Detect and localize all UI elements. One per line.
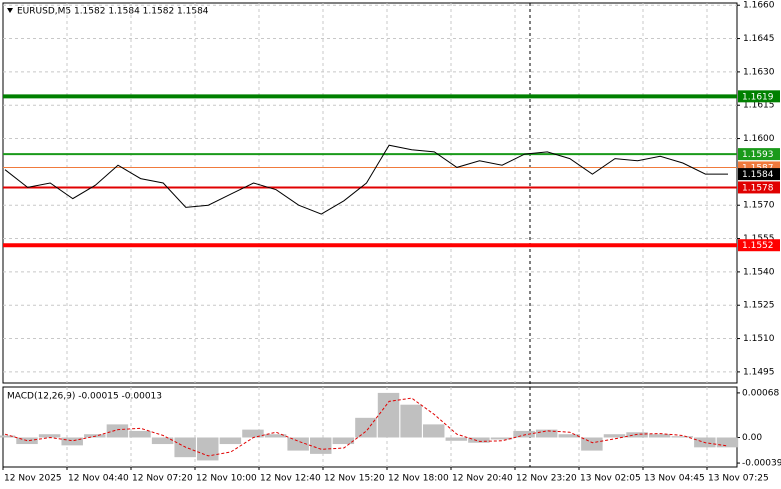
macd-bar: [581, 437, 603, 451]
macd-bar: [671, 436, 693, 438]
macd-bar: [377, 392, 400, 438]
macd-bar: [490, 437, 513, 440]
macd-bar: [106, 424, 129, 438]
y-tick-label: 1.1555: [743, 234, 775, 244]
level-label: 1.1619: [742, 92, 774, 102]
macd-y-tick-label: 0.00: [742, 433, 762, 443]
y-tick-label: 1.1510: [743, 334, 775, 344]
macd-bar: [129, 430, 151, 438]
macd-bar: [648, 434, 671, 438]
x-tick-label: 12 Nov 04:40: [68, 474, 129, 484]
y-tick-label: 1.1615: [743, 101, 775, 111]
macd-bar: [603, 434, 626, 438]
price-line: [4, 144, 728, 215]
macd-panel: [2, 386, 738, 468]
macd-bar: [151, 437, 174, 445]
macd-bar: [400, 404, 422, 438]
macd-bar: [332, 437, 355, 445]
x-tick-label: 12 Nov 10:00: [196, 474, 257, 484]
macd-bar: [264, 434, 287, 438]
x-tick-label: 12 Nov 18:00: [388, 474, 449, 484]
chart-title: EURUSD,M5 1.1582 1.1584 1.1582 1.1584: [17, 7, 209, 17]
macd-bar: [716, 437, 739, 448]
macd-bar: [445, 437, 468, 441]
y-tick-label: 1.1570: [743, 201, 775, 211]
y-tick-label: 1.1525: [743, 301, 775, 311]
x-tick-label: 12 Nov 07:20: [132, 474, 193, 484]
macd-bar: [535, 429, 558, 438]
x-tick-label: 12 Nov 2025: [4, 474, 62, 484]
x-tick-label: 13 Nov 02:05: [580, 474, 641, 484]
macd-bar: [287, 437, 309, 451]
macd-y-tick-label: -0.00039: [742, 459, 781, 469]
y-tick-label: 1.1630: [743, 67, 775, 77]
macd-bar: [0, 435, 16, 438]
y-tick-label: 1.1645: [743, 34, 775, 44]
menu-arrow[interactable]: [7, 8, 13, 13]
macd-bar: [197, 437, 219, 461]
level-label: 1.1578: [742, 183, 774, 193]
level-tag: [738, 181, 780, 194]
macd-y-tick-label: 0.00068: [742, 388, 779, 398]
macd-bar: [513, 430, 535, 438]
macd-bar: [355, 417, 377, 438]
level-tag: [738, 148, 780, 161]
macd-signal: [4, 397, 729, 457]
y-tick-label: 1.1495: [743, 367, 775, 377]
macd-bar: [310, 437, 332, 454]
price-panel: [2, 2, 738, 384]
level-label: 1.1593: [742, 150, 774, 160]
x-tick-label: 12 Nov 15:20: [324, 474, 385, 484]
level-tag: [738, 90, 780, 103]
x-tick-label: 12 Nov 23:20: [516, 474, 577, 484]
y-tick-label: 1.1660: [743, 1, 775, 11]
x-tick-label: 13 Nov 04:45: [644, 474, 705, 484]
y-tick-label: 1.1540: [743, 267, 775, 277]
macd-bar: [38, 434, 61, 438]
last-price-tag: [738, 168, 780, 181]
macd-bar: [242, 429, 264, 438]
level-tag: [738, 239, 780, 252]
macd-bar: [626, 432, 648, 438]
x-tick-label: 12 Nov 20:40: [452, 474, 513, 484]
macd-bar: [61, 437, 83, 446]
last-price-label: 1.1584: [742, 170, 774, 180]
x-tick-label: 13 Nov 07:25: [708, 474, 769, 484]
macd-title: MACD(12,26,9) -0.00015 -0.00013: [7, 392, 162, 402]
macd-bar: [219, 437, 242, 445]
x-tick-label: 12 Nov 12:40: [260, 474, 321, 484]
macd-bar: [422, 424, 445, 438]
macd-bar: [558, 434, 581, 438]
macd-bar: [468, 437, 490, 443]
level-label: 1.1552: [742, 241, 774, 251]
y-tick-label: 1.1600: [743, 134, 775, 144]
